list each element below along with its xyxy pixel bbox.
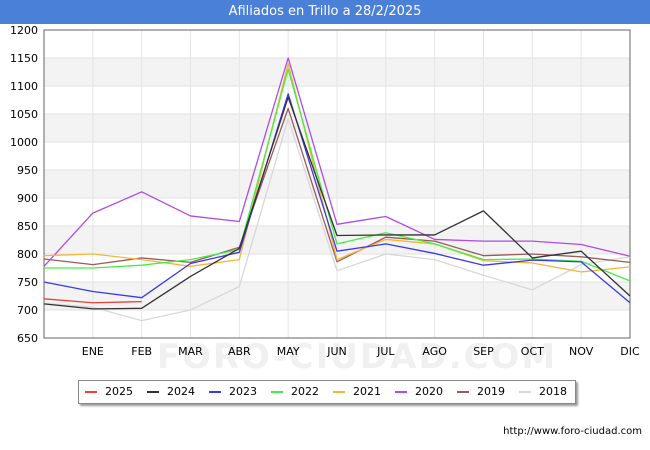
x-tick-label: MAR: [178, 345, 203, 358]
legend: 2025 2024 2023 2022 2021 2020 2019 2018: [78, 380, 576, 404]
legend-item-2022: 2022: [271, 381, 333, 403]
legend-item-2024: 2024: [147, 381, 209, 403]
series-line-2018: [43, 117, 631, 322]
legend-item-2025: 2025: [85, 381, 147, 403]
legend-swatch: [85, 391, 97, 393]
legend-item-2020: 2020: [395, 381, 457, 403]
legend-item-2018: 2018: [519, 381, 581, 403]
legend-label: 2022: [291, 385, 319, 398]
x-tick-label: JUN: [326, 345, 347, 358]
series-line-2019: [43, 107, 631, 266]
y-tick-label: 650: [17, 332, 38, 345]
legend-label: 2025: [105, 385, 133, 398]
series-line-2025: [43, 298, 142, 304]
legend-label: 2024: [167, 385, 195, 398]
legend-label: 2020: [415, 385, 443, 398]
source-credit: http://www.foro-ciudad.com: [503, 426, 642, 437]
x-tick-label: FEB: [131, 345, 152, 358]
legend-swatch: [147, 391, 159, 393]
legend-label: 2021: [353, 385, 381, 398]
y-tick-label: 850: [17, 220, 38, 233]
y-tick-label: 1100: [10, 80, 38, 93]
y-tick-label: 950: [17, 164, 38, 177]
legend-label: 2019: [477, 385, 505, 398]
y-tick-label: 900: [17, 192, 38, 205]
plot-frame: [43, 29, 631, 339]
legend-label: 2018: [539, 385, 567, 398]
x-tick-label: DIC: [620, 345, 640, 358]
x-tick-label: ABR: [228, 345, 251, 358]
y-tick-label: 1050: [10, 108, 38, 121]
legend-item-2023: 2023: [209, 381, 271, 403]
y-tick-label: 1200: [10, 24, 38, 37]
x-tick-label: JUL: [376, 345, 395, 358]
legend-swatch: [395, 391, 407, 393]
legend-swatch: [519, 391, 531, 393]
chart-title: Afiliados en Trillo a 28/2/2025: [0, 0, 650, 24]
legend-swatch: [271, 391, 283, 393]
legend-item-2021: 2021: [333, 381, 395, 403]
x-tick-label: ENE: [82, 345, 104, 358]
x-tick-label: OCT: [521, 345, 544, 358]
x-tick-label: SEP: [473, 345, 494, 358]
y-tick-label: 750: [17, 276, 38, 289]
y-tick-label: 800: [17, 248, 38, 261]
legend-label: 2023: [229, 385, 257, 398]
x-tick-label: AGO: [422, 345, 447, 358]
x-tick-label: MAY: [277, 345, 300, 358]
series-line-2024: [43, 96, 631, 310]
y-tick-label: 700: [17, 304, 38, 317]
series-line-2020: [43, 57, 631, 267]
legend-swatch: [457, 391, 469, 393]
series-line-2023: [43, 93, 631, 304]
y-tick-label: 1000: [10, 136, 38, 149]
series-line-2022: [44, 68, 631, 282]
watermark: FORO-CIUDAD.COM: [157, 337, 558, 377]
series-line-2021: [43, 62, 631, 273]
x-tick-label: NOV: [569, 345, 594, 358]
y-tick-label: 1150: [10, 52, 38, 65]
legend-item-2019: 2019: [457, 381, 519, 403]
legend-swatch: [333, 391, 345, 393]
legend-swatch: [209, 391, 221, 393]
